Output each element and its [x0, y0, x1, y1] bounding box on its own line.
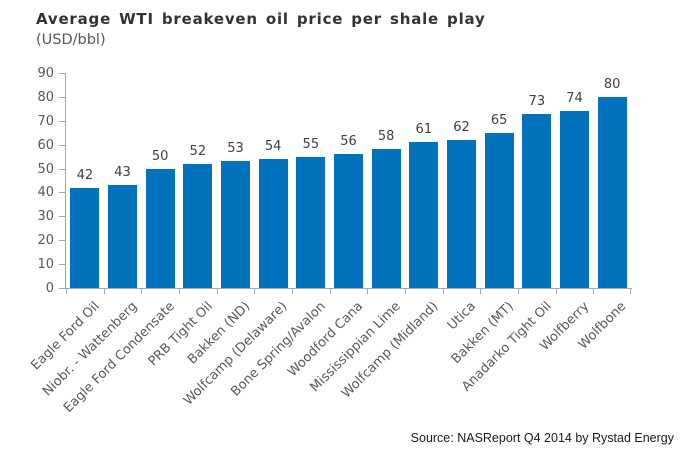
x-axis-tick: [480, 289, 482, 294]
bar-value-label: 65: [490, 113, 508, 128]
bar-value-label: 80: [603, 77, 621, 92]
x-axis-tick: [518, 289, 519, 294]
bar: [145, 169, 175, 288]
x-axis-tick: [216, 289, 218, 294]
y-axis-tick: [59, 96, 65, 98]
bar: [560, 111, 589, 288]
y-axis-tick: [59, 288, 65, 289]
x-axis-label: Utica: [444, 299, 480, 334]
y-axis-tick-label: 90: [37, 66, 54, 81]
y-axis-tick: [59, 73, 65, 74]
y-axis-tick: [59, 216, 65, 218]
y-axis-tick-label: 80: [37, 89, 54, 105]
bar: [221, 161, 250, 288]
x-axis-tick: [141, 289, 143, 294]
x-axis-tick: [292, 289, 293, 294]
bar-value-label: 55: [302, 137, 320, 152]
y-axis-tick-label: 20: [37, 233, 54, 249]
y-axis-tick-label: 30: [37, 209, 54, 225]
bar: [597, 97, 627, 288]
x-axis-tick: [405, 289, 406, 294]
plot-area: 0 10 20 30 40 50 60 70 80 90 42 Eagle Ford Oil 43 Nio…: [28, 67, 632, 416]
y-axis-tick: [59, 144, 65, 146]
bar-value-label: 54: [264, 139, 282, 154]
y-axis-line: [65, 73, 66, 289]
bar: [371, 149, 401, 288]
x-axis-line: [65, 288, 632, 289]
bar: [522, 114, 552, 288]
y-axis-tick: [59, 168, 65, 170]
x-axis-tick: [179, 289, 180, 294]
bar-value-label: 42: [76, 168, 94, 183]
source-text: Source: NASReport Q4 2014 by Rystad Ener…: [410, 431, 674, 445]
y-axis-tick: [59, 120, 65, 122]
bar-value-label: 56: [340, 134, 357, 149]
x-axis-tick: [630, 289, 631, 294]
bar: [70, 188, 100, 288]
bar-value-label: 52: [189, 144, 207, 159]
y-axis-tick-label: 60: [37, 137, 54, 153]
bar-value-label: 61: [415, 122, 433, 137]
y-axis-tick: [59, 192, 65, 194]
x-axis-tick: [103, 289, 105, 294]
y-axis-tick-label: 50: [37, 161, 54, 177]
chart-title: Average WTI breakeven oil price per shal…: [36, 10, 486, 28]
bar: [258, 159, 288, 288]
bar: [409, 142, 439, 288]
x-axis-tick: [329, 289, 331, 294]
y-axis-tick-label: 40: [37, 185, 54, 201]
chart-subtitle: (USD/bbl): [36, 32, 106, 48]
y-axis-tick: [59, 264, 65, 266]
x-axis-tick: [555, 289, 557, 294]
bar-value-label: 43: [114, 165, 131, 180]
y-axis-tick: [59, 240, 65, 242]
bar-value-label: 53: [227, 141, 244, 156]
bar: [447, 140, 476, 288]
bar: [484, 133, 514, 288]
y-axis-tick-label: 10: [37, 257, 54, 273]
bar: [296, 157, 326, 288]
x-axis-tick: [367, 289, 369, 294]
bar-value-label: 74: [566, 91, 583, 106]
y-axis-tick-label: 0: [45, 281, 54, 296]
x-axis-tick: [593, 289, 595, 294]
bar: [108, 185, 137, 288]
bar-value-label: 58: [377, 129, 395, 144]
bar: [334, 154, 363, 288]
bar-value-label: 73: [528, 94, 546, 109]
bar: [183, 164, 213, 288]
bar-value-label: 62: [453, 120, 470, 135]
x-axis-tick: [66, 289, 67, 294]
x-axis-tick: [442, 289, 444, 294]
y-axis-tick-label: 70: [37, 113, 54, 129]
x-axis-tick: [254, 289, 256, 294]
bar-value-label: 50: [151, 149, 169, 164]
